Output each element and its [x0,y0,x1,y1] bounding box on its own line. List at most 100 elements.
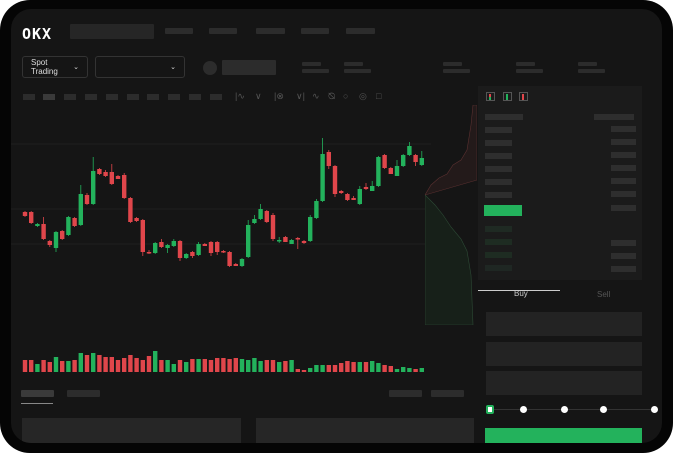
tab-buy[interactable]: Buy [514,289,528,298]
nav-item[interactable] [346,28,375,34]
leverage-slider[interactable] [489,409,657,410]
timeframe-button[interactable] [127,94,139,100]
candle-body [184,254,189,258]
candle-body [382,155,387,168]
bid-price [485,226,512,232]
nav-item[interactable] [301,28,329,34]
chart-type-icon[interactable]: ∨ [255,91,262,101]
volume-bar [376,363,381,372]
timeframe-button[interactable] [210,94,222,100]
candle-body [363,187,369,189]
settings-icon[interactable]: ◎ [359,91,367,101]
nav-item[interactable] [256,28,285,34]
timeframe-button[interactable] [168,94,180,100]
orderbook-both-icon[interactable] [486,92,495,101]
okx-logo[interactable]: OKX [22,25,53,43]
camera-icon[interactable]: ○ [343,91,349,101]
candle-body [53,232,59,248]
stat-value [516,69,543,73]
candle-body [78,194,83,225]
orders-card [256,418,474,443]
candle-body [103,172,108,176]
volume-bar [407,368,412,372]
ask-price [485,140,512,146]
volume-bar [146,356,152,372]
timeframe-button[interactable] [147,94,159,100]
volume-bar [103,357,108,372]
nav-item[interactable] [165,28,193,34]
volume-bar [413,369,418,372]
candle-body [146,252,152,254]
stat-label [578,62,597,66]
tab-sell[interactable]: Sell [597,290,611,299]
candlestick-chart[interactable] [11,104,431,374]
amount-input[interactable] [486,342,642,366]
candle-body [277,240,282,242]
candle-body [153,243,158,253]
candle-body [29,212,34,223]
ask-price [485,127,512,133]
buy-button[interactable] [485,428,642,443]
volume-bar [221,358,226,372]
market-select[interactable]: Spot Trading ⌄ [22,56,88,78]
candle-body [208,242,214,253]
slider-handle[interactable] [486,405,494,414]
active-tab-underline [21,403,53,404]
tab-order-history[interactable] [67,390,100,397]
timeframe-button[interactable] [106,94,118,100]
candle-body [370,186,375,191]
timeframe-button[interactable] [85,94,97,100]
market-select-label: Spot Trading [31,58,58,76]
slider-step[interactable] [651,406,658,413]
volume-bar [419,368,424,372]
candle-body [388,168,393,174]
tab-buy-underline [478,290,560,291]
timeframe-button[interactable] [64,94,76,100]
interval-icon[interactable]: |⊗ [274,91,284,101]
stat-label [302,62,321,66]
fullscreen-icon[interactable]: □ [376,91,382,101]
candle-body [140,220,145,252]
tab-open-orders[interactable] [21,390,54,397]
volume-bar [264,360,269,372]
slider-step[interactable] [561,406,568,413]
candle-body [413,155,418,162]
ruler-icon[interactable]: ⦰ [328,91,336,101]
total-input[interactable] [486,371,642,395]
candle-body [72,218,77,226]
volume-bar [314,365,319,372]
ask-price [485,192,512,198]
nav-item[interactable] [209,28,237,34]
timeframe-button[interactable] [43,94,55,100]
search-bar[interactable] [70,24,154,39]
filter-button[interactable] [389,390,422,397]
orderbook-bids-icon[interactable] [503,92,512,101]
ask-amount [611,152,636,158]
candle-body [258,209,263,219]
orderbook-asks-icon[interactable] [519,92,528,101]
candle-body [233,264,238,266]
volume-bar [388,366,393,372]
depth-bids-area [425,194,474,325]
candle-body [91,171,96,204]
timeframe-button[interactable] [23,94,35,100]
candle-body [190,252,195,256]
indicator-icon[interactable]: |∿ [235,91,245,101]
price-input[interactable] [486,312,642,336]
volume-bar [122,358,127,372]
chevron-down-icon[interactable]: ∨| [296,91,305,101]
filter-button[interactable] [431,390,464,397]
draw-line-icon[interactable]: ∿ [312,91,320,101]
candle-body [419,158,424,165]
slider-step[interactable] [520,406,527,413]
volume-bar [401,367,406,372]
slider-step[interactable] [600,406,607,413]
pair-select[interactable]: ⌄ [95,56,185,78]
ask-price [485,166,512,172]
candle-body [35,224,40,226]
orderbook-header-price [485,114,523,120]
stat-value [578,69,605,73]
candle-body [221,251,226,253]
timeframe-button[interactable] [189,94,201,100]
volume-bar [202,359,207,372]
